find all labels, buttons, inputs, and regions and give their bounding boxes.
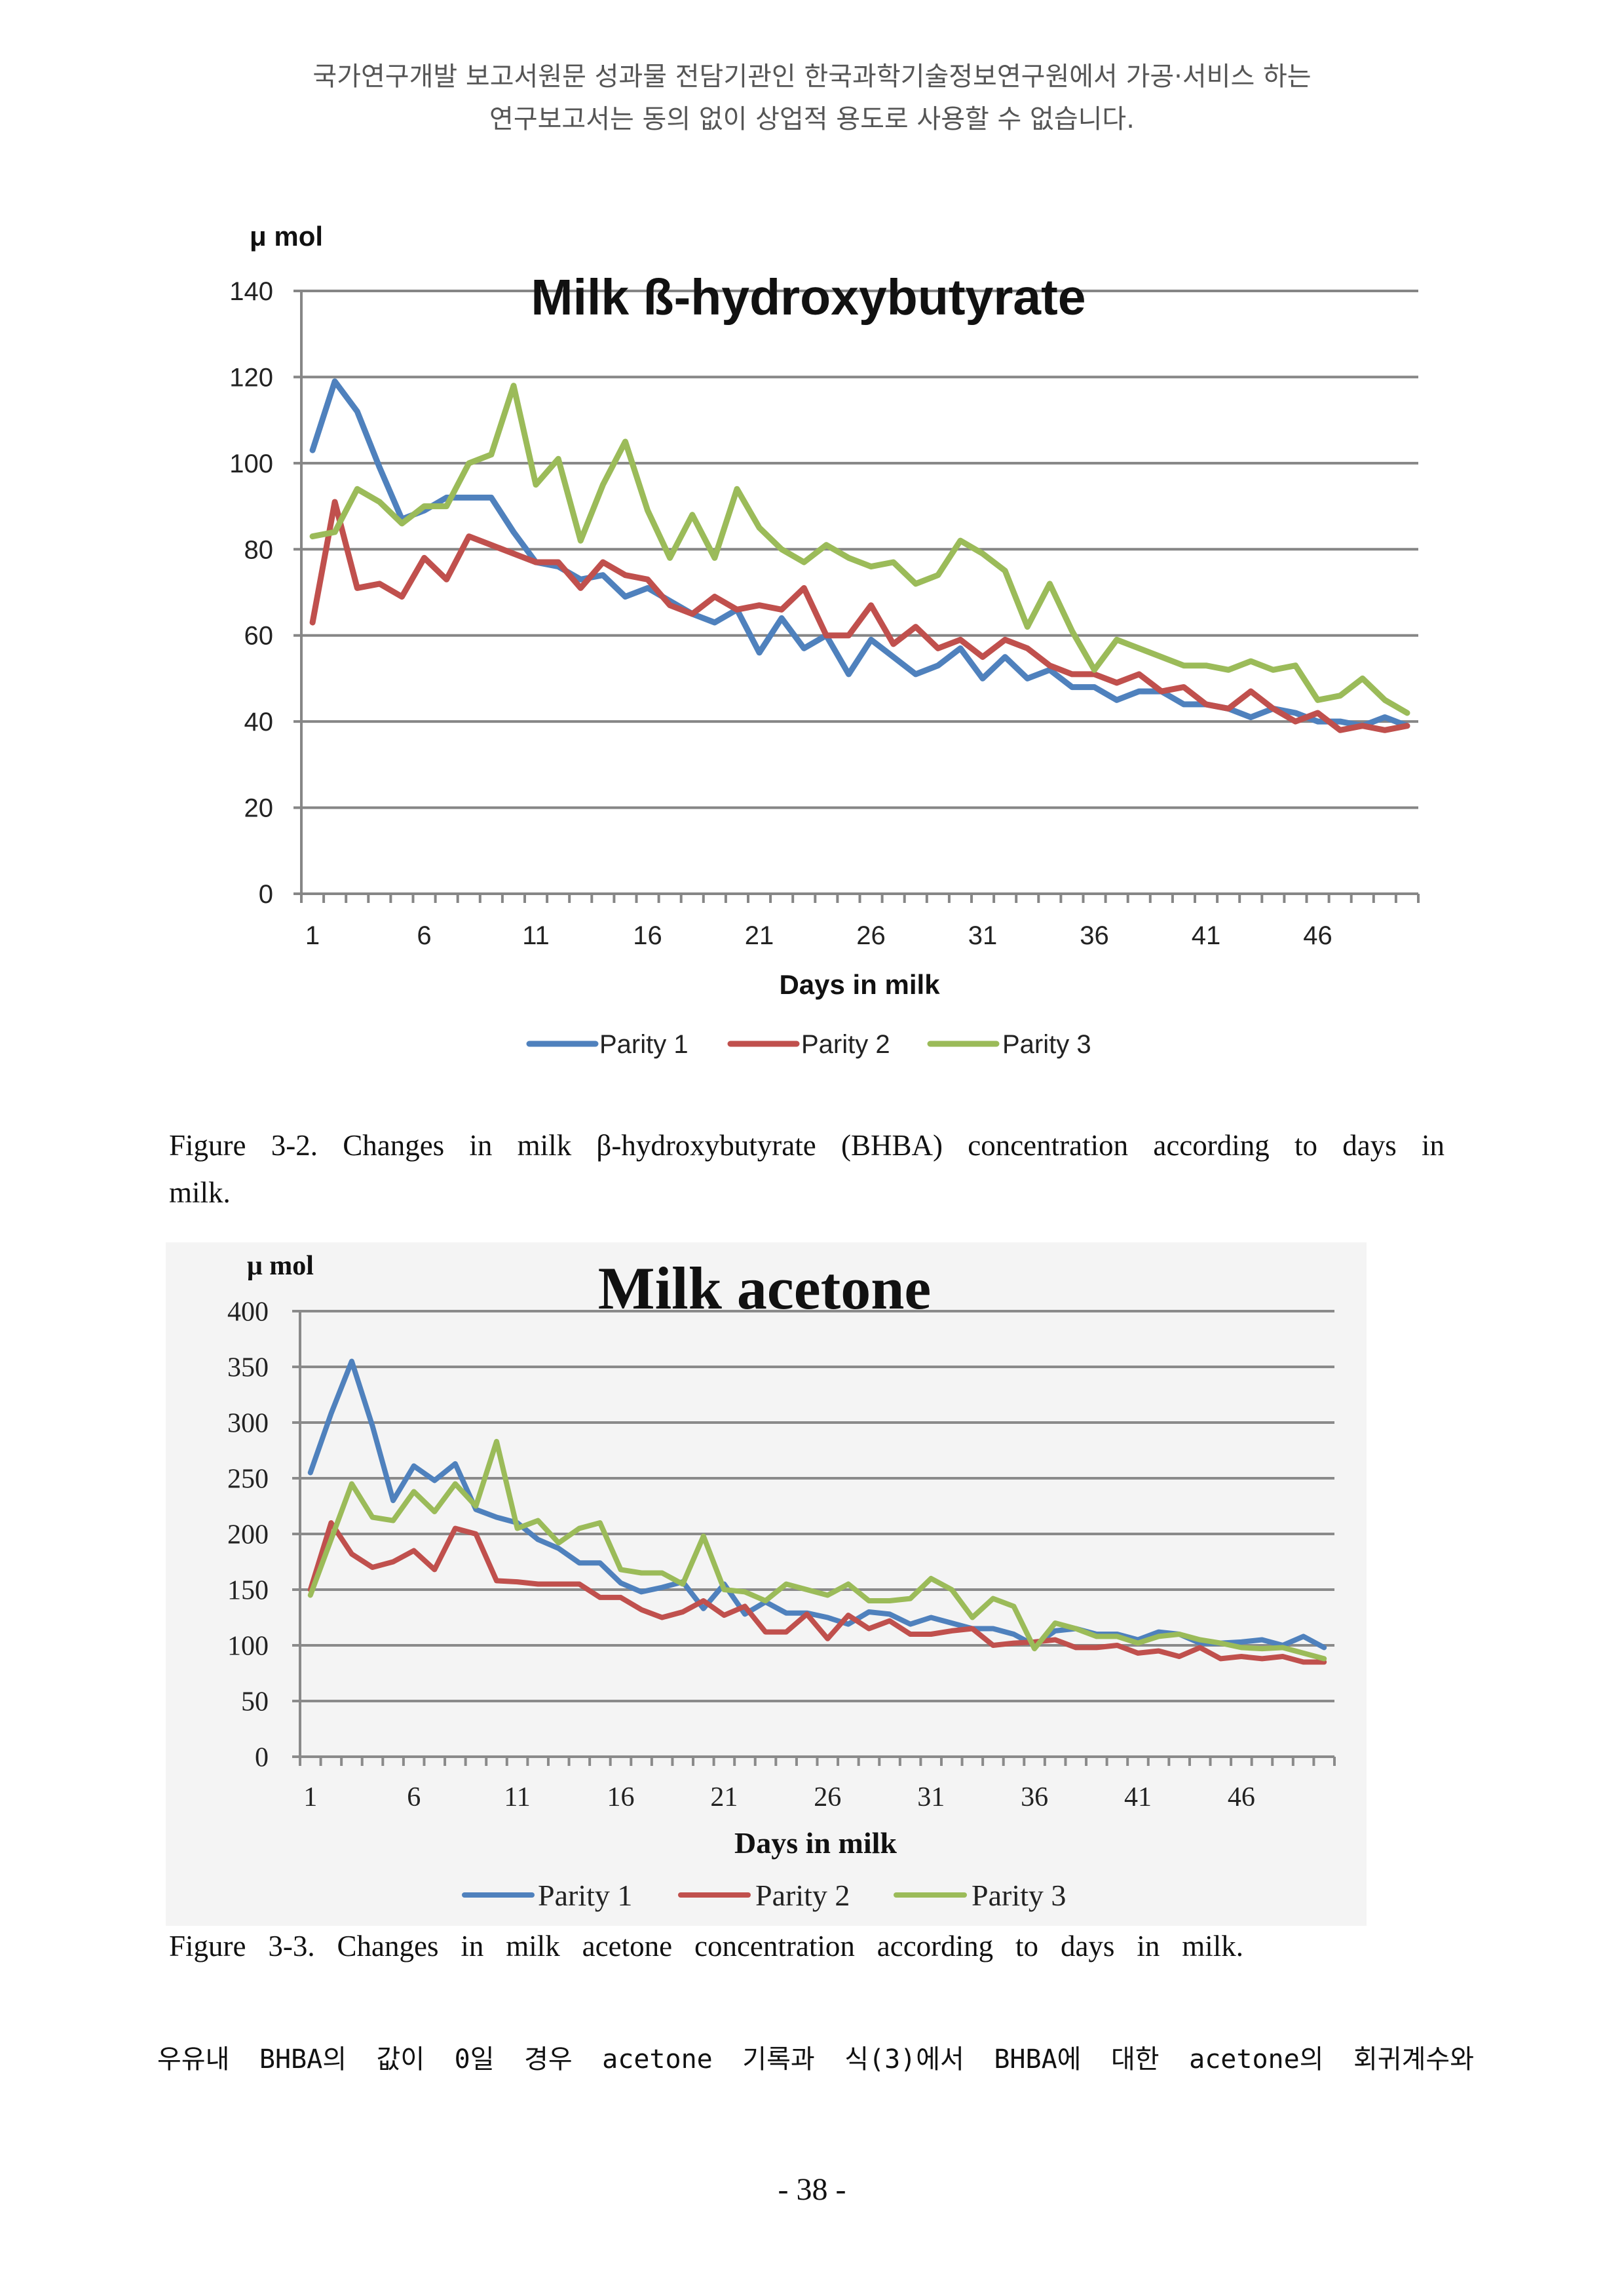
y-tick-label: 350	[227, 1353, 269, 1383]
x-tick-label: 46	[1228, 1782, 1255, 1812]
x-axis-title: Days in milk	[779, 969, 940, 1000]
figure-3-2-caption-line-2: milk.	[169, 1176, 231, 1209]
x-tick-label: 36	[1021, 1782, 1048, 1812]
chart-background	[166, 1242, 1367, 1926]
x-tick-label: 1	[303, 1782, 317, 1812]
chart-title: Milk acetone	[598, 1255, 931, 1322]
x-tick-label: 26	[856, 921, 886, 950]
y-tick-label: 20	[244, 794, 274, 823]
y-tick-label: 150	[227, 1576, 269, 1606]
y-tick-label: 40	[244, 708, 274, 737]
x-tick-label: 26	[814, 1782, 841, 1812]
x-tick-label: 1	[305, 921, 320, 950]
series-line-parity-1	[309, 378, 1410, 729]
y-tick-label: 0	[259, 880, 273, 909]
y-axis-unit-label: μ mol	[247, 1251, 314, 1281]
y-tick-label: 140	[229, 277, 273, 306]
x-tick-label: 46	[1303, 921, 1332, 950]
y-axis-unit-label: μ mol	[250, 221, 323, 252]
legend-label-parity-2: Parity 2	[755, 1879, 850, 1912]
copyright-header-line-1: 국가연구개발 보고서원문 성과물 전담기관인 한국과학기술정보연구원에서 가공·…	[312, 62, 1312, 92]
x-tick-label: 41	[1124, 1782, 1152, 1812]
series-line-parity-2	[309, 499, 1410, 733]
y-tick-label: 300	[227, 1409, 269, 1439]
x-tick-label: 11	[504, 1782, 530, 1812]
legend-label-parity-3: Parity 3	[1002, 1030, 1091, 1059]
x-axis-title: Days in milk	[734, 1826, 897, 1860]
copyright-header-line-2: 연구보고서는 동의 없이 상업적 용도로 사용할 수 없습니다.	[489, 104, 1135, 134]
series-line-parity-3	[307, 1438, 1327, 1662]
body-text-line: 우유내 BHBA의 값이 0일 경우 acetone 기록과 식(3)에서 BH…	[157, 2044, 1474, 2075]
y-tick-label: 60	[244, 622, 274, 651]
x-tick-label: 21	[710, 1782, 738, 1812]
legend-label-parity-1: Parity 1	[538, 1879, 632, 1912]
series-line-parity-3	[309, 383, 1410, 716]
series-line-parity-2	[307, 1520, 1327, 1665]
legend-label-parity-2: Parity 2	[801, 1030, 890, 1059]
x-tick-label: 31	[968, 921, 998, 950]
series-line-parity-1	[307, 1358, 1327, 1651]
y-tick-label: 50	[241, 1687, 269, 1717]
y-tick-label: 120	[229, 363, 273, 392]
x-tick-label: 6	[407, 1782, 421, 1812]
y-tick-label: 250	[227, 1464, 269, 1495]
figure-3-3-caption: Figure 3-3. Changes in milk acetone conc…	[169, 1930, 1243, 1962]
x-tick-label: 11	[522, 921, 550, 950]
figure-3-2-caption-line-1: Figure 3-2. Changes in milk β-hydroxybut…	[169, 1129, 1445, 1162]
y-tick-label: 400	[227, 1297, 269, 1328]
y-tick-label: 100	[227, 1632, 269, 1662]
x-tick-label: 21	[745, 921, 774, 950]
legend-label-parity-3: Parity 3	[972, 1879, 1066, 1912]
legend-label-parity-1: Parity 1	[599, 1030, 689, 1059]
y-tick-label: 200	[227, 1520, 269, 1550]
x-tick-label: 16	[633, 921, 662, 950]
chart-title: Milk ß-hydroxybutyrate	[531, 269, 1086, 326]
x-tick-label: 41	[1192, 921, 1221, 950]
x-tick-label: 36	[1080, 921, 1109, 950]
y-tick-label: 0	[255, 1743, 269, 1773]
y-tick-label: 80	[244, 535, 274, 564]
page-number: - 38 -	[778, 2172, 846, 2207]
x-tick-label: 6	[417, 921, 431, 950]
x-tick-label: 31	[917, 1782, 945, 1812]
y-tick-label: 100	[229, 450, 273, 478]
x-tick-label: 16	[607, 1782, 634, 1812]
